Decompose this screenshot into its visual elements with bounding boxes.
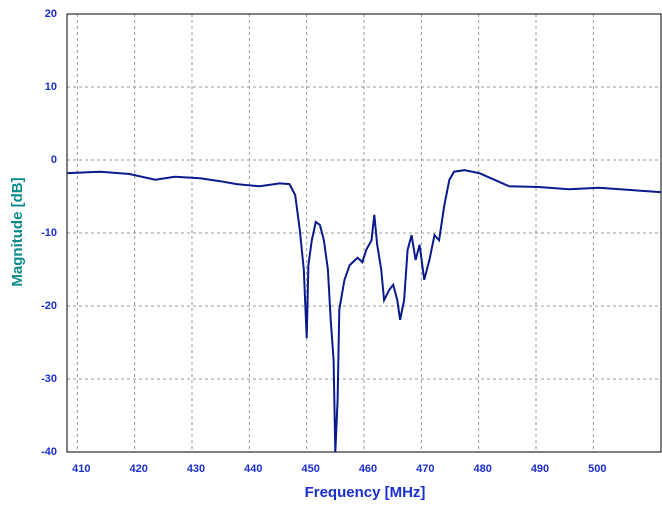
x-tick-label: 420 — [129, 463, 147, 475]
x-tick-label: 430 — [187, 463, 205, 475]
x-tick-label: 450 — [301, 463, 319, 475]
x-tick-label: 440 — [244, 463, 262, 475]
x-axis-label: Frequency [MHz] — [305, 484, 426, 501]
y-tick-label: -40 — [41, 446, 57, 458]
y-tick-label: 0 — [51, 154, 57, 166]
y-tick-label: 20 — [45, 8, 57, 20]
y-tick-label: 10 — [45, 81, 57, 93]
x-tick-label: 500 — [588, 463, 606, 475]
x-tick-label: 480 — [473, 463, 491, 475]
y-tick-label: -10 — [41, 227, 57, 239]
x-tick-label: 460 — [359, 463, 377, 475]
x-tick-label: 490 — [531, 463, 549, 475]
x-tick-label: 410 — [72, 463, 90, 475]
plot-frame — [66, 13, 662, 453]
data-line — [67, 169, 661, 452]
x-tick-label: 470 — [416, 463, 434, 475]
y-tick-label: -30 — [41, 373, 57, 385]
y-tick-label: -20 — [41, 300, 57, 312]
y-axis-label: Magnitude [dB] — [9, 177, 26, 286]
